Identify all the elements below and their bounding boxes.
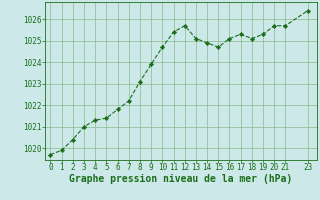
- X-axis label: Graphe pression niveau de la mer (hPa): Graphe pression niveau de la mer (hPa): [69, 174, 292, 184]
